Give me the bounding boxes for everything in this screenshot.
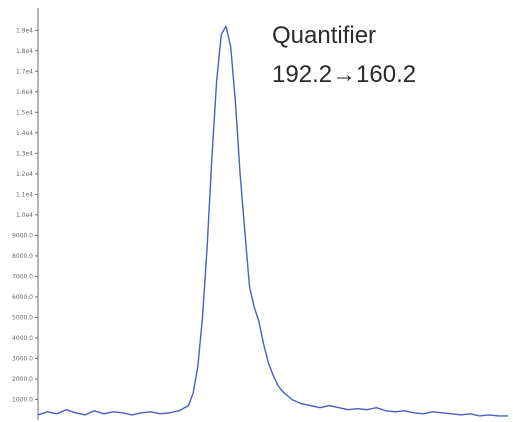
y-tick-label: 9000.0 (12, 232, 33, 239)
y-tick-label: 4000.0 (12, 335, 33, 342)
y-tick-label: 8000.0 (12, 253, 33, 260)
y-tick-label: 1000.0 (12, 396, 33, 403)
y-tick-label: 2000.0 (12, 376, 33, 383)
y-tick-label: 1.5e4 (16, 109, 33, 116)
y-tick-label: 6000.0 (12, 294, 33, 301)
y-tick-label: 1.4e4 (16, 130, 33, 137)
y-tick-label: 7000.0 (12, 273, 33, 280)
y-tick-label: 1.3e4 (16, 150, 33, 157)
y-tick-label: 1.1e4 (16, 191, 33, 198)
transition-label: 192.2→160.2 (272, 61, 416, 88)
series-layer (37, 25, 508, 417)
y-tick-label: 1.7e4 (16, 68, 33, 75)
y-tick-label: 1.6e4 (16, 89, 33, 96)
annotation-label: Quantifier (272, 22, 376, 49)
chromatogram-trace (37, 25, 508, 417)
y-ticks: 1.9e4 1.8e4 1.7e4 1.6e4 1.5e4 1.4e4 1.3e4 1.2e4… (12, 27, 38, 403)
y-tick-label: 1.9e4 (16, 27, 33, 34)
y-tick-label: 5000.0 (12, 314, 33, 321)
y-tick-label: 1.8e4 (16, 48, 33, 55)
y-tick-label: 3000.0 (12, 355, 33, 362)
y-tick-label: 1.2e4 (16, 171, 33, 178)
y-tick-label: 1.0e4 (16, 212, 33, 219)
